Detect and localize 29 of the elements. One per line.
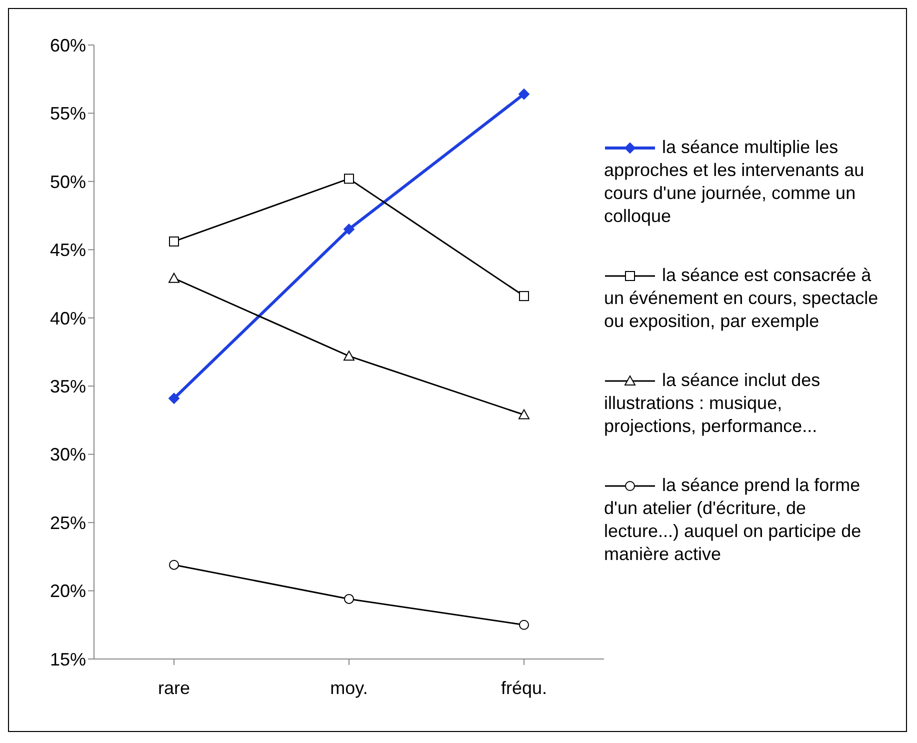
y-tick-label: 15% <box>50 649 86 670</box>
point <box>518 88 530 100</box>
y-tick-label: 50% <box>50 172 86 192</box>
point <box>344 224 354 235</box>
x-tick-label: moy. <box>330 678 368 698</box>
point <box>344 594 354 604</box>
point <box>344 350 354 361</box>
y-tick-label: 40% <box>50 308 86 328</box>
point <box>169 560 179 570</box>
y-tick-label: 60% <box>50 35 86 56</box>
point <box>518 409 530 420</box>
legend-label: la séance multiplie les approches et les intervenants au cours d'une journée, comme un colloque <box>604 136 866 228</box>
y-tick-label: 45% <box>50 240 86 260</box>
y-tick-label: 35% <box>50 376 86 396</box>
y-tick-label: 25% <box>50 512 86 533</box>
y-tick-label: 30% <box>50 444 86 465</box>
point <box>169 236 179 246</box>
point <box>168 392 180 404</box>
point <box>519 291 529 302</box>
x-tick-label: rare <box>158 678 190 698</box>
y-tick-label: 20% <box>50 581 86 602</box>
point <box>168 272 180 283</box>
legend-label: la séance est consacrée à un événement en cours, spectacle ou exposition, par exemple <box>604 264 879 333</box>
point <box>344 174 354 184</box>
point <box>519 620 529 630</box>
legend-label: la séance inclut des illustrations : musique, projections, performance... <box>604 369 822 438</box>
x-tick-label: fréqu. <box>500 678 548 698</box>
y-tick-label: 55% <box>50 104 86 124</box>
legend-label: la séance prend la forme d'un atelier (d'écriture, de lecture...) auquel on participe de manière active <box>604 474 862 566</box>
